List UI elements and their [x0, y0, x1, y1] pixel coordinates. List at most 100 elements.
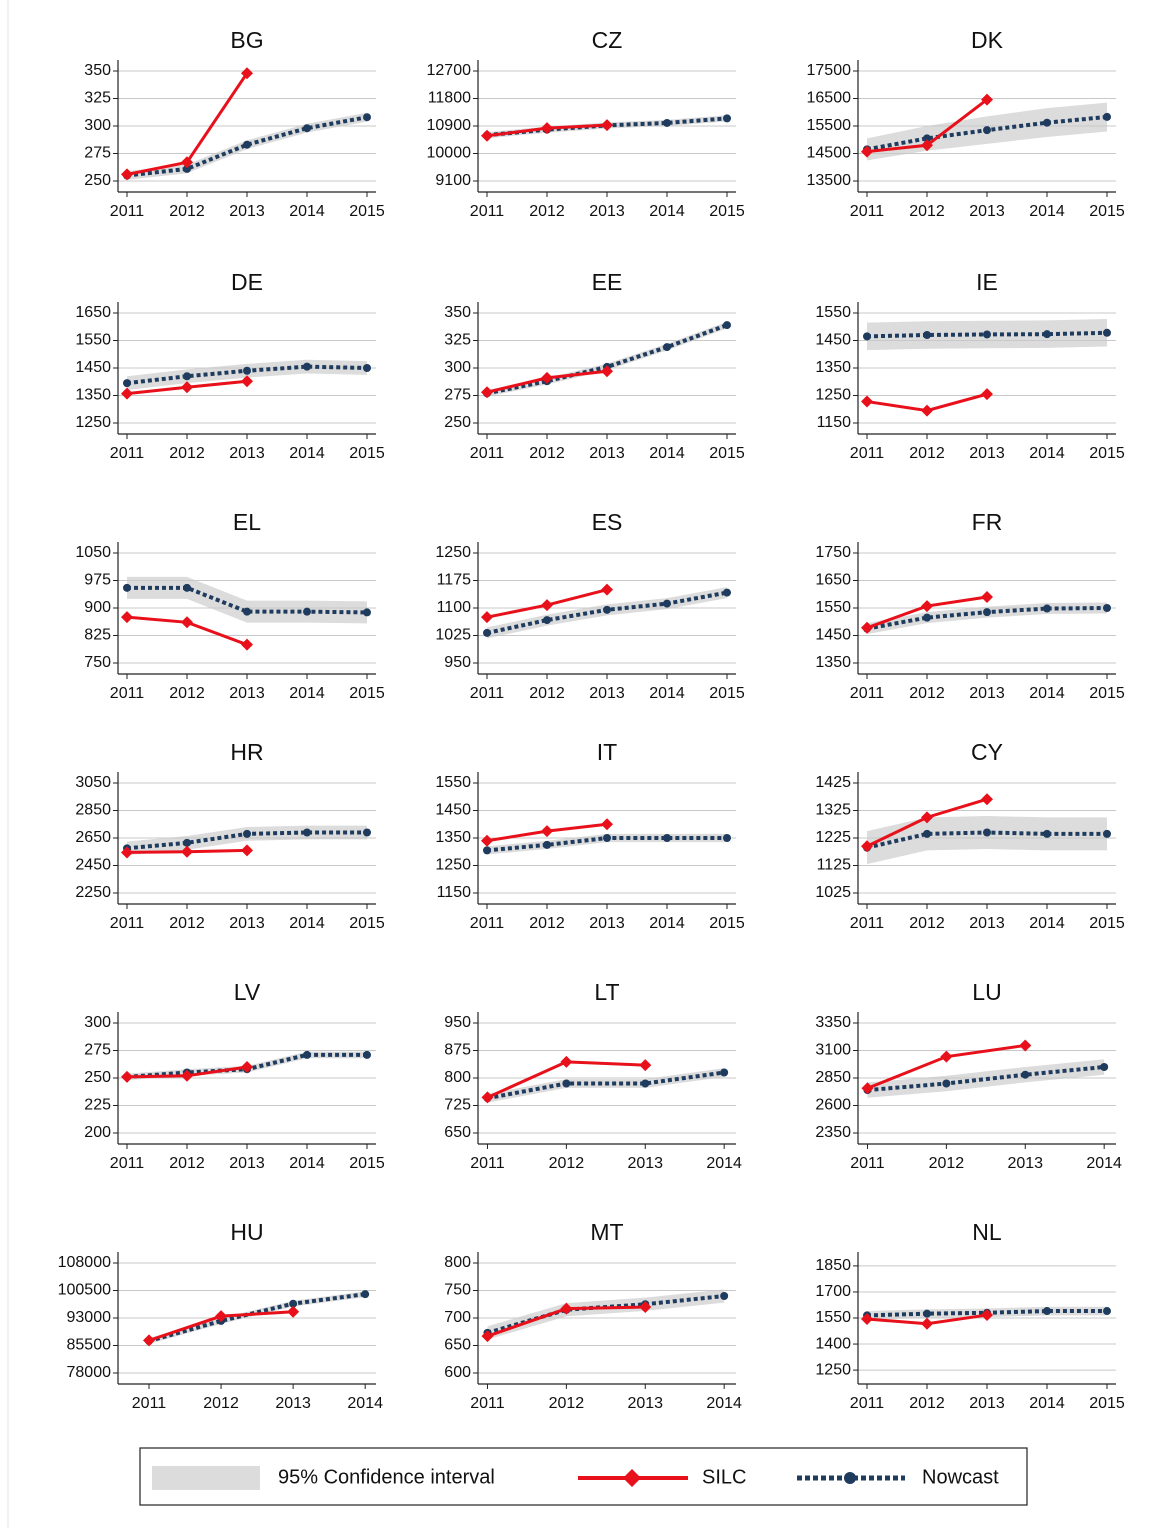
x-tick-label: 2011 — [470, 915, 505, 932]
y-tick-label: 78000 — [67, 1364, 112, 1381]
y-tick-label: 1550 — [815, 599, 851, 616]
y-tick-label: 1700 — [815, 1283, 851, 1300]
x-tick-label: 2014 — [289, 203, 325, 220]
silc-marker — [481, 834, 493, 847]
x-tick-label: 2011 — [110, 445, 145, 462]
x-tick-label: 2012 — [169, 445, 205, 462]
x-tick-label: 2013 — [969, 915, 1005, 932]
panel-title: HU — [230, 1219, 263, 1245]
y-tick-label: 900 — [84, 599, 111, 616]
y-tick-label: 275 — [444, 387, 471, 404]
panel-title: IT — [597, 739, 617, 765]
nowcast-marker — [1103, 829, 1111, 838]
x-tick-label: 2013 — [589, 685, 625, 702]
nowcast-marker — [923, 331, 931, 339]
y-tick-label: 3350 — [815, 1014, 851, 1031]
x-tick-label: 2013 — [275, 1395, 311, 1412]
x-tick-label: 2015 — [349, 445, 385, 462]
x-tick-label: 2014 — [289, 685, 325, 702]
y-tick-label: 1650 — [75, 304, 111, 321]
x-tick-label: 2015 — [1089, 1395, 1125, 1412]
nowcast-marker — [183, 838, 191, 847]
y-tick-label: 325 — [84, 90, 111, 107]
x-tick-label: 2015 — [1089, 445, 1125, 462]
x-tick-label: 2014 — [649, 445, 685, 462]
silc-marker — [861, 840, 873, 853]
nowcast-marker — [562, 1079, 571, 1088]
nowcast-marker — [1103, 1307, 1111, 1316]
panel-title: HR — [230, 739, 263, 765]
x-tick-label: 2011 — [110, 685, 145, 702]
silc-marker — [287, 1305, 300, 1318]
x-tick-label: 2015 — [1089, 685, 1125, 702]
y-tick-label: 15500 — [807, 117, 852, 134]
x-tick-label: 2011 — [850, 915, 885, 932]
silc-marker — [215, 1310, 228, 1323]
y-tick-label: 975 — [84, 572, 111, 589]
x-tick-label: 2011 — [470, 445, 505, 462]
nowcast-marker — [363, 364, 371, 372]
nowcast-line — [148, 1292, 366, 1344]
silc-marker — [541, 825, 553, 838]
nowcast-marker — [923, 829, 931, 838]
y-tick-label: 600 — [444, 1364, 471, 1381]
x-tick-label: 2011 — [470, 1395, 505, 1412]
x-tick-label: 2013 — [627, 1395, 663, 1412]
x-tick-label: 2013 — [969, 203, 1005, 220]
nowcast-marker — [243, 607, 251, 616]
panel-title: LT — [594, 979, 619, 1005]
x-tick-label: 2014 — [289, 445, 325, 462]
nowcast-marker — [603, 605, 611, 614]
panel-title: CY — [971, 739, 1003, 765]
x-tick-label: 2015 — [709, 203, 745, 220]
x-tick-label: 2012 — [203, 1395, 239, 1412]
x-tick-label: 2012 — [909, 1395, 945, 1412]
y-tick-label: 1350 — [815, 654, 851, 671]
x-tick-label: 2011 — [850, 203, 885, 220]
x-tick-label: 2012 — [549, 1155, 585, 1172]
silc-marker — [981, 1309, 993, 1322]
y-tick-label: 250 — [84, 172, 111, 189]
x-tick-label: 2014 — [649, 685, 685, 702]
nowcast-marker — [720, 1068, 729, 1077]
x-tick-label: 2014 — [1029, 685, 1065, 702]
y-tick-label: 650 — [444, 1124, 471, 1141]
panel-title: CZ — [592, 27, 623, 53]
legend-label: 95% Confidence interval — [278, 1466, 495, 1488]
silc-marker — [121, 1070, 133, 1083]
y-tick-label: 225 — [84, 1097, 111, 1114]
nowcast-marker — [723, 321, 731, 330]
nowcast-marker — [303, 1050, 311, 1059]
silc-marker — [560, 1055, 573, 1068]
y-tick-label: 875 — [444, 1042, 471, 1059]
y-tick-label: 1350 — [815, 359, 851, 376]
y-tick-label: 3100 — [815, 1042, 851, 1059]
y-tick-label: 800 — [444, 1069, 471, 1086]
silc-marker — [181, 845, 193, 858]
x-tick-label: 2014 — [649, 915, 685, 932]
y-tick-label: 1450 — [435, 802, 471, 819]
x-tick-label: 2012 — [529, 203, 565, 220]
x-tick-label: 2015 — [349, 203, 385, 220]
y-tick-label: 350 — [84, 62, 111, 79]
y-tick-label: 16500 — [807, 90, 852, 107]
y-tick-label: 3050 — [75, 774, 111, 791]
y-tick-label: 950 — [444, 1014, 471, 1031]
nowcast-marker — [1043, 1307, 1051, 1316]
silc-marker — [541, 371, 553, 384]
nowcast-marker — [1043, 604, 1051, 613]
y-tick-label: 2450 — [75, 857, 111, 874]
y-tick-label: 1425 — [815, 774, 851, 791]
x-tick-label: 2014 — [289, 1155, 325, 1172]
panel-title: BG — [230, 27, 263, 53]
x-tick-label: 2013 — [627, 1155, 663, 1172]
x-tick-label: 2011 — [850, 1155, 885, 1172]
y-tick-label: 93000 — [67, 1309, 112, 1326]
silc-marker — [981, 793, 993, 806]
y-tick-label: 1250 — [435, 857, 471, 874]
nowcast-line — [867, 1065, 1105, 1093]
silc-marker — [181, 381, 193, 394]
x-tick-label: 2012 — [529, 915, 565, 932]
legend-label: SILC — [702, 1466, 746, 1488]
